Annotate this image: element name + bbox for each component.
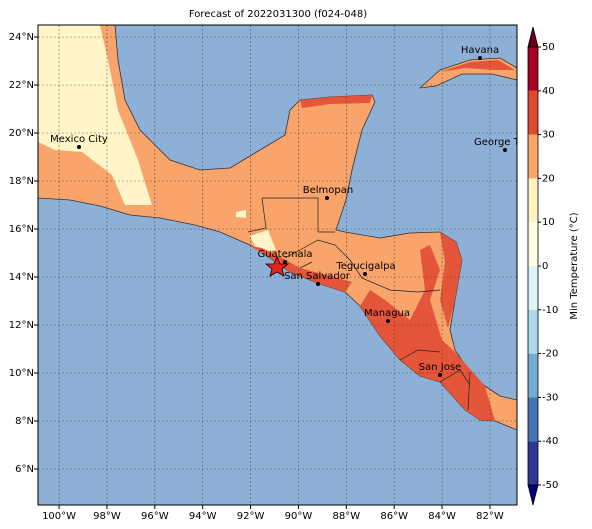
city-marker — [503, 148, 507, 152]
colorbar-band — [528, 134, 538, 179]
colorbar-band — [528, 47, 538, 91]
x-tick-label: 88°W — [333, 511, 361, 522]
colorbar-tick-label: 20 — [542, 173, 555, 184]
y-tick-label: 8°N — [15, 416, 34, 427]
yucatan-edge — [300, 95, 372, 108]
city-marker — [363, 272, 367, 276]
colorbar-band — [528, 353, 538, 398]
colorbar-tick-label: -40 — [542, 436, 558, 447]
colorbar-tick-label: -10 — [542, 305, 558, 316]
x-tick-label: 82°W — [476, 511, 504, 522]
city-label: George Town — [474, 137, 539, 148]
title: Forecast of 2022031300 (f024-048) — [189, 9, 367, 20]
cuba-warm — [440, 60, 515, 72]
city-label: Managua — [364, 308, 410, 319]
x-tick-label: 94°W — [189, 511, 217, 522]
colorbar-tick-label: 10 — [542, 217, 555, 228]
colorbar-tick-label: 40 — [542, 86, 555, 97]
caribbean-coast-warm — [440, 232, 462, 328]
colorbar-band — [528, 397, 538, 442]
x-tick-label: 84°W — [428, 511, 456, 522]
guatemala-highland — [250, 230, 276, 252]
y-tick-label: 24°N — [9, 32, 34, 43]
city-label: San Salvador — [284, 271, 351, 282]
city-label: Guatemala — [257, 249, 312, 260]
y-tick-label: 16°N — [9, 224, 34, 235]
city-marker — [283, 260, 287, 264]
nicaragua-warm — [360, 245, 495, 421]
colorbar-tick-label: -50 — [542, 480, 558, 491]
border — [247, 197, 471, 411]
y-tick-label: 12°N — [9, 320, 34, 331]
city-label: Tegucigalpa — [335, 261, 395, 272]
x-tick-label: 100°W — [42, 511, 76, 522]
highland-cool — [38, 25, 152, 205]
x-tick-label: 90°W — [285, 511, 313, 522]
city-marker — [77, 145, 81, 149]
colorbar-extend-bottom — [527, 484, 539, 506]
islet — [236, 210, 246, 218]
colorbar-label: Min Temperature (°C) — [569, 212, 580, 319]
x-tick-label: 92°W — [237, 511, 265, 522]
colorbar-band — [528, 90, 538, 135]
city-label: Belmopan — [303, 185, 353, 196]
city-marker — [386, 319, 390, 323]
x-tick-label: 96°W — [141, 511, 169, 522]
colorbar-tick-label: 50 — [542, 42, 555, 53]
colorbar-tick-label: 30 — [542, 130, 555, 141]
city-marker — [325, 196, 329, 200]
graticule: 100°W 98°W 96°W 94°W 92°W 90°W 88°W 86°W 84°W 82°… — [9, 25, 517, 522]
colorbar-band — [528, 222, 538, 266]
forecast-point-star — [264, 255, 290, 277]
y-tick-label: 18°N — [9, 176, 34, 187]
colorbar-band — [528, 178, 538, 223]
city-label: Mexico City — [50, 134, 108, 145]
y-tick-label: 22°N — [9, 80, 34, 91]
city-marker — [478, 56, 482, 60]
colorbar-extend-top — [527, 26, 539, 48]
colorbar-tick-label: -30 — [542, 392, 558, 403]
x-tick-label: 86°W — [380, 511, 408, 522]
pacific-coast-warm — [250, 246, 352, 292]
city-label: Havana — [461, 45, 499, 56]
map-land — [38, 25, 517, 431]
colorbar-tick-label: 0 — [542, 261, 548, 272]
x-tick-label: 98°W — [93, 511, 121, 522]
colorbar-band — [528, 266, 538, 310]
colorbar: -50 -40 -30 -20 -10 0 10 20 30 40 50 — [527, 26, 558, 506]
colorbar-band — [528, 309, 538, 354]
y-tick-label: 6°N — [15, 464, 34, 475]
city-label: San Jose — [419, 362, 461, 373]
y-tick-label: 10°N — [9, 368, 34, 379]
y-tick-label: 20°N — [9, 128, 34, 139]
city-marker — [316, 282, 320, 286]
plot-frame — [37, 24, 518, 506]
cities: Mexico City Belmopan Guatemala San Salva… — [50, 45, 539, 377]
colorbar-tick-label: -20 — [542, 349, 558, 360]
y-tick-label: 14°N — [9, 272, 34, 283]
city-marker — [438, 373, 442, 377]
colorbar-band — [528, 441, 538, 485]
